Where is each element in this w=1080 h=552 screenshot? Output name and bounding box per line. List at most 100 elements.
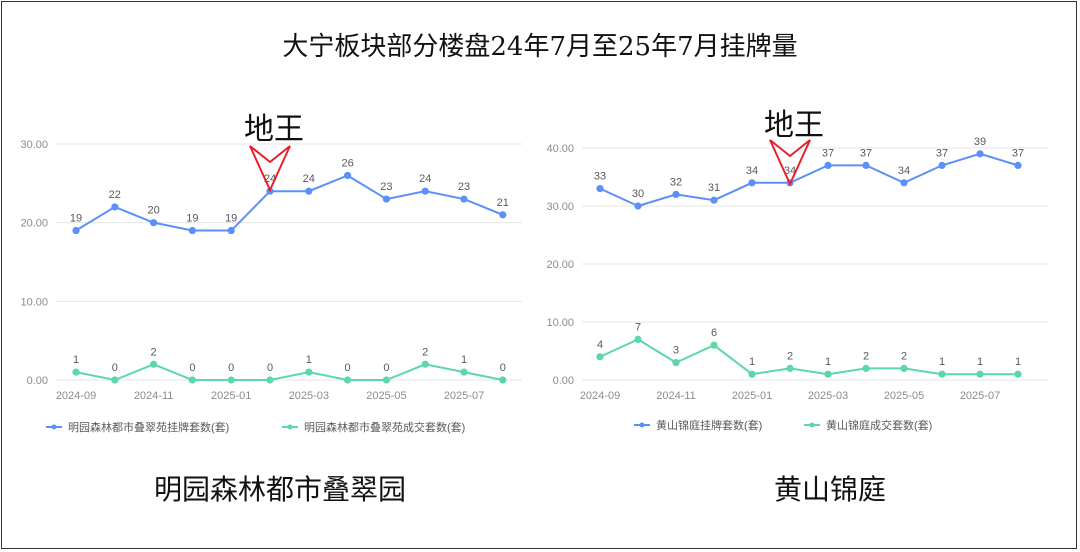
data-point bbox=[305, 368, 313, 376]
data-point bbox=[862, 364, 870, 372]
data-point bbox=[266, 376, 274, 384]
land-king-marker bbox=[249, 145, 291, 193]
data-label: 34 bbox=[746, 165, 758, 177]
data-label: 19 bbox=[225, 213, 237, 225]
data-label: 24 bbox=[303, 173, 315, 185]
data-label: 33 bbox=[594, 171, 606, 183]
data-point bbox=[111, 376, 119, 384]
data-label: 1 bbox=[306, 354, 312, 366]
data-label: 0 bbox=[383, 362, 389, 374]
legend-label: 明园森林都市叠翠苑成交套数(套) bbox=[304, 420, 465, 434]
data-point bbox=[72, 368, 80, 376]
data-label: 39 bbox=[974, 136, 986, 148]
data-point bbox=[382, 195, 390, 203]
x-tick-label: 2025-07 bbox=[960, 390, 1000, 402]
data-point bbox=[938, 161, 946, 169]
data-point bbox=[900, 364, 908, 372]
data-label: 2 bbox=[863, 350, 869, 362]
data-label: 0 bbox=[500, 362, 506, 374]
data-label: 0 bbox=[228, 362, 234, 374]
data-label: 2 bbox=[422, 346, 428, 358]
data-label: 22 bbox=[109, 189, 121, 201]
data-label: 2 bbox=[787, 350, 793, 362]
x-tick-label: 2024-11 bbox=[656, 390, 696, 402]
chart-right: 0.00 10.00 20.00 30.00 40.00 2024-09 2024-11 20… bbox=[546, 136, 1048, 432]
data-label: 37 bbox=[936, 147, 948, 159]
data-point bbox=[900, 179, 908, 187]
data-point bbox=[150, 360, 158, 368]
data-point bbox=[421, 187, 429, 195]
data-point bbox=[227, 376, 235, 384]
data-label: 37 bbox=[822, 147, 834, 159]
data-point bbox=[786, 364, 794, 372]
data-label: 1 bbox=[977, 356, 983, 368]
data-point bbox=[634, 202, 642, 210]
data-label: 1 bbox=[749, 356, 755, 368]
data-label: 34 bbox=[898, 165, 910, 177]
x-tick-label: 2024-11 bbox=[134, 390, 174, 402]
data-point bbox=[824, 370, 832, 378]
data-point bbox=[710, 196, 718, 204]
series-line bbox=[75, 174, 504, 232]
legend-label: 黄山锦庭成交套数(套) bbox=[826, 418, 932, 432]
data-label: 21 bbox=[497, 197, 509, 209]
y-tick-label: 0.00 bbox=[553, 375, 574, 387]
data-point bbox=[188, 226, 196, 235]
y-tick-label: 40.00 bbox=[546, 143, 574, 155]
legend-swatch-dot bbox=[287, 424, 293, 430]
legend-swatch-dot bbox=[809, 422, 815, 428]
data-label: 1 bbox=[939, 356, 945, 368]
chart-left-title: 明园森林都市叠翠园 bbox=[153, 473, 406, 506]
data-point bbox=[710, 341, 718, 349]
data-label: 1 bbox=[1015, 356, 1021, 368]
main-title: 大宁板块部分楼盘24年7月至25年7月挂牌量 bbox=[282, 32, 798, 62]
data-point bbox=[1014, 161, 1022, 169]
land-king-marker bbox=[769, 139, 811, 187]
chart-right-annotation: 地王 bbox=[764, 108, 824, 143]
data-point bbox=[748, 370, 756, 378]
data-point bbox=[460, 195, 468, 203]
data-label: 37 bbox=[1012, 147, 1024, 159]
data-point bbox=[150, 219, 158, 227]
data-label: 0 bbox=[345, 362, 351, 374]
data-label: 0 bbox=[189, 362, 195, 374]
x-tick-label: 2025-05 bbox=[366, 390, 406, 402]
data-point bbox=[596, 185, 604, 193]
y-tick-label: 30.00 bbox=[546, 201, 574, 213]
data-label: 23 bbox=[458, 181, 470, 193]
data-label: 30 bbox=[632, 188, 644, 200]
data-label: 26 bbox=[341, 157, 353, 169]
x-tick-label: 2025-03 bbox=[289, 390, 329, 402]
data-point bbox=[824, 161, 832, 169]
data-point bbox=[1014, 370, 1022, 378]
data-label: 3 bbox=[673, 345, 679, 357]
data-label: 1 bbox=[73, 354, 79, 366]
x-tick-label: 2025-05 bbox=[884, 390, 924, 402]
x-tick-label: 2025-01 bbox=[732, 390, 772, 402]
data-label: 20 bbox=[147, 205, 159, 217]
legend-label: 明园森林都市叠翠苑挂牌套数(套) bbox=[68, 420, 229, 434]
data-point bbox=[305, 187, 313, 195]
legend-swatch-dot bbox=[639, 422, 645, 428]
data-point bbox=[672, 190, 680, 198]
data-point bbox=[188, 376, 196, 384]
data-label: 32 bbox=[670, 176, 682, 188]
data-point bbox=[596, 353, 604, 361]
data-point bbox=[976, 150, 984, 158]
data-label: 0 bbox=[112, 362, 118, 374]
y-tick-label: 30.00 bbox=[20, 139, 48, 151]
x-tick-label: 2025-03 bbox=[808, 390, 848, 402]
data-label: 34 bbox=[784, 165, 796, 177]
data-point bbox=[672, 359, 680, 367]
data-label: 31 bbox=[708, 182, 720, 194]
data-point bbox=[72, 226, 80, 235]
series-line bbox=[599, 338, 1018, 376]
data-point bbox=[862, 161, 870, 169]
data-label: 1 bbox=[825, 356, 831, 368]
data-point bbox=[976, 370, 984, 378]
data-label: 24 bbox=[419, 173, 431, 185]
chart-left: 0.00 10.00 20.00 30.00 2024-09 2024-11 2025-01… bbox=[20, 139, 522, 434]
data-point bbox=[938, 370, 946, 378]
x-tick-label: 2025-07 bbox=[444, 390, 484, 402]
